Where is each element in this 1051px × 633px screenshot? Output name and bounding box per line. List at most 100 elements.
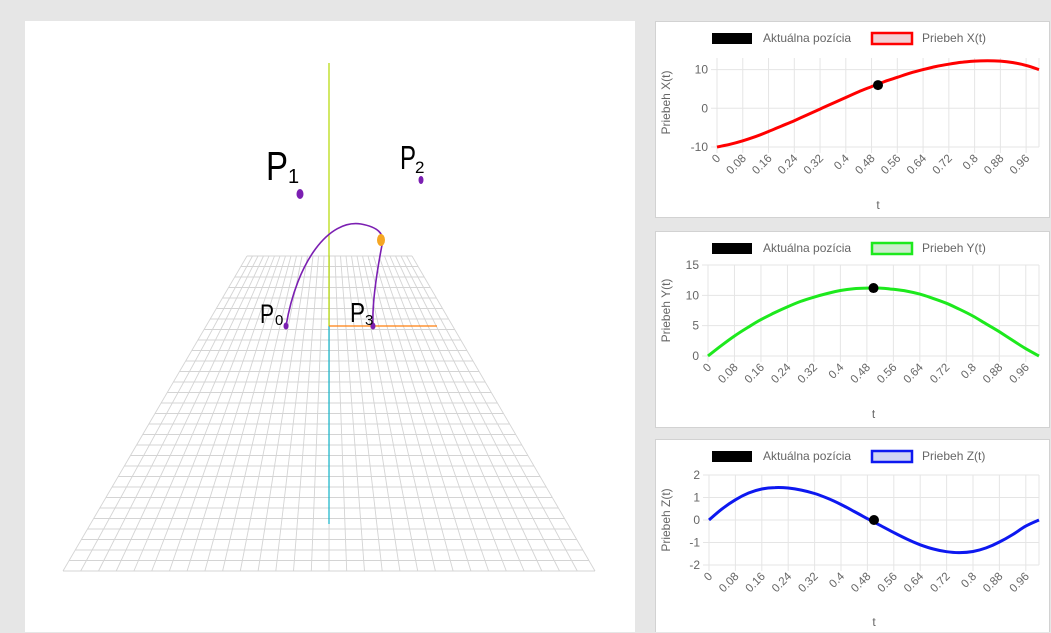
- label-p2-letter: P: [400, 139, 416, 176]
- y-tick-label: 0: [701, 101, 708, 115]
- y-tick-label: 10: [686, 288, 700, 302]
- x-tick-label: 0.08: [725, 153, 749, 177]
- x-axis-title: t: [872, 407, 876, 421]
- chart-y-panel: Aktuálna pozícia Priebeh Y(t) 15 10 5 0 0 0.08 0…: [655, 231, 1050, 428]
- x-tick-label: 0.16: [750, 153, 774, 177]
- control-point-p3[interactable]: [370, 322, 376, 330]
- current-position-marker: [377, 234, 385, 246]
- current-position-point[interactable]: [873, 80, 883, 91]
- x-tick-label: 0.24: [770, 570, 795, 595]
- legend-swatch-series[interactable]: [870, 241, 914, 256]
- chart-x: Aktuálna pozícia Priebeh X(t)100-100 0.08 0…: [659, 31, 1040, 212]
- x-tick-label: 0.32: [796, 362, 820, 386]
- legend-swatch-current[interactable]: [712, 451, 752, 462]
- x-tick-label: 0.96: [1008, 362, 1032, 386]
- legend-label-current[interactable]: Aktuálna pozícia: [763, 241, 851, 255]
- label-p3: P: [350, 297, 365, 328]
- control-point-p0[interactable]: [283, 322, 289, 330]
- label-p0-index: 0: [275, 312, 283, 329]
- legend-swatch-series[interactable]: [870, 31, 914, 46]
- x-tick-label: 0.72: [928, 571, 952, 595]
- chart-x-panel: Aktuálna pozícia Priebeh X(t) 10 0 -10 0 0.08 0…: [655, 21, 1050, 218]
- y-tick-label: -1: [689, 536, 700, 550]
- label-p0: P: [260, 299, 274, 329]
- series-line: [707, 286, 1040, 358]
- label-p2-index: 2: [415, 158, 424, 177]
- x-tick-label: 0.16: [744, 571, 768, 595]
- x-tick-label: 0.64: [902, 570, 927, 595]
- legend-swatch-current[interactable]: [712, 243, 752, 254]
- series-line: [716, 59, 1040, 149]
- chart-z-panel: Aktuálna pozícia Priebeh Z(t) 2 1 0 -1 -2 0 0.08…: [655, 439, 1050, 632]
- x-tick-label: 0.72: [931, 153, 955, 177]
- x-tick-label: 0.08: [716, 362, 740, 386]
- y-tick-label: -10: [691, 140, 709, 154]
- y-axis-title: Priebeh Y(t): [659, 279, 673, 343]
- x-axis-title: t: [872, 615, 876, 629]
- y-tick-label: 1: [693, 491, 700, 505]
- y-tick-label: 0: [692, 349, 699, 363]
- y-axis-title: Priebeh X(t): [659, 70, 673, 134]
- scene-canvas[interactable]: P 0 P 1 P 2 P 3: [25, 21, 635, 632]
- x-tick-label: 0: [710, 153, 723, 166]
- legend-label-series[interactable]: Priebeh X(t): [922, 31, 986, 45]
- legend-swatch-series[interactable]: [870, 449, 914, 464]
- x-tick-label: 0.56: [875, 362, 899, 386]
- current-position-point[interactable]: [869, 515, 879, 525]
- chart-z: Aktuálna pozícia Priebeh Z(t)210-1-20 0.08…: [659, 449, 1040, 629]
- label-p2: P: [400, 139, 416, 176]
- x-tick-label: 0.88: [981, 571, 1005, 595]
- x-tick-label: 0.88: [981, 362, 1005, 386]
- bezier-curve: [285, 222, 384, 327]
- label-p1-letter: P: [266, 143, 288, 189]
- current-position-point[interactable]: [868, 283, 879, 294]
- x-tick-label: 0.8: [959, 362, 979, 382]
- y-tick-label: 5: [692, 319, 699, 333]
- legend-label-series[interactable]: Priebeh Y(t): [922, 241, 986, 255]
- chart-legend: Aktuálna pozícia Priebeh X(t): [712, 31, 986, 46]
- y-tick-label: 2: [693, 468, 700, 482]
- x-tick-label: 0.8: [961, 153, 981, 173]
- x-tick-label: 0.48: [849, 571, 873, 595]
- label-p3-index: 3: [365, 312, 373, 329]
- x-tick-label: 0.88: [982, 153, 1006, 177]
- legend-label-current[interactable]: Aktuálna pozícia: [763, 449, 851, 463]
- x-tick-label: 0.32: [802, 153, 826, 177]
- y-tick-label: 15: [686, 258, 700, 272]
- x-tick-label: 0.4: [832, 152, 852, 172]
- x-tick-label: 0.72: [928, 362, 952, 386]
- x-tick-label: 0.24: [769, 361, 794, 386]
- x-tick-label: 0.8: [959, 571, 979, 591]
- x-axis-title: t: [876, 198, 880, 212]
- x-tick-label: 0.96: [1008, 571, 1032, 595]
- label-p1-index: 1: [288, 166, 299, 188]
- x-tick-label: 0.64: [902, 361, 927, 386]
- floor-grid: [62, 255, 596, 572]
- y-tick-label: -2: [689, 558, 700, 572]
- y-tick-label: 10: [695, 63, 709, 77]
- x-tick-label: 0.64: [905, 152, 930, 177]
- x-tick-label: 0.56: [876, 571, 900, 595]
- control-point-p1[interactable]: [296, 189, 304, 199]
- x-tick-label: 0.16: [743, 362, 767, 386]
- x-tick-label: 0: [702, 571, 715, 584]
- x-tick-label: 0.56: [879, 153, 903, 177]
- x-tick-label: 0.48: [853, 153, 877, 177]
- x-tick-label: 0.32: [796, 571, 820, 595]
- legend-swatch-current[interactable]: [712, 33, 752, 44]
- x-tick-label: 0.96: [1008, 153, 1032, 177]
- scene-view-3d[interactable]: P 0 P 1 P 2 P 3: [25, 21, 635, 632]
- legend-label-current[interactable]: Aktuálna pozícia: [763, 31, 851, 45]
- y-axis-title: Priebeh Z(t): [659, 488, 673, 551]
- legend-label-series[interactable]: Priebeh Z(t): [922, 449, 985, 463]
- y-tick-label: 0: [693, 513, 700, 527]
- x-tick-label: 0.48: [849, 362, 873, 386]
- x-tick-label: 0.4: [827, 570, 847, 590]
- label-p1: P: [266, 143, 288, 189]
- control-point-p2[interactable]: [418, 176, 424, 184]
- chart-legend: Aktuálna pozícia Priebeh Z(t): [712, 449, 985, 464]
- chart-legend: Aktuálna pozícia Priebeh Y(t): [712, 241, 986, 256]
- label-p3-letter: P: [350, 297, 365, 328]
- x-tick-label: 0.4: [827, 361, 847, 381]
